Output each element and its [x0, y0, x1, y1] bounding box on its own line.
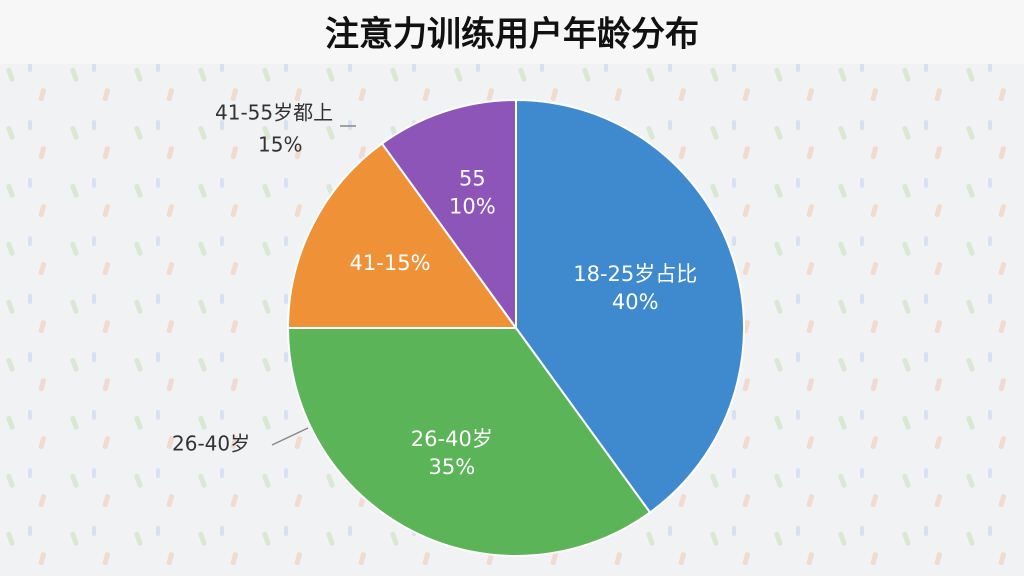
pie-slice [286, 142, 518, 329]
annotation: 41-55岁都上 [215, 101, 333, 125]
pie-slice [286, 327, 652, 557]
pie: 18-25岁占比 40% 26-40岁 35% 41-15% 55 10% 41-55岁都上 1… [172, 98, 745, 557]
chart-title: 注意力训练用户年龄分布 [325, 15, 699, 55]
value-label: 40% [612, 290, 659, 314]
slice-label: 55 [459, 167, 486, 191]
pie-slice [380, 98, 517, 332]
pie-slice [515, 98, 745, 514]
value-label: 35% [428, 455, 475, 479]
annotation: 26-40岁 [172, 432, 250, 456]
slice-label: 41-15% [350, 251, 431, 275]
value-label: 15% [258, 133, 302, 157]
slice-label: 26-40岁 [411, 427, 493, 451]
title-bar [0, 0, 1024, 64]
leader-line [271, 427, 309, 446]
slice-label: 18-25岁占比 [573, 262, 697, 286]
value-label: 10% [449, 195, 496, 219]
